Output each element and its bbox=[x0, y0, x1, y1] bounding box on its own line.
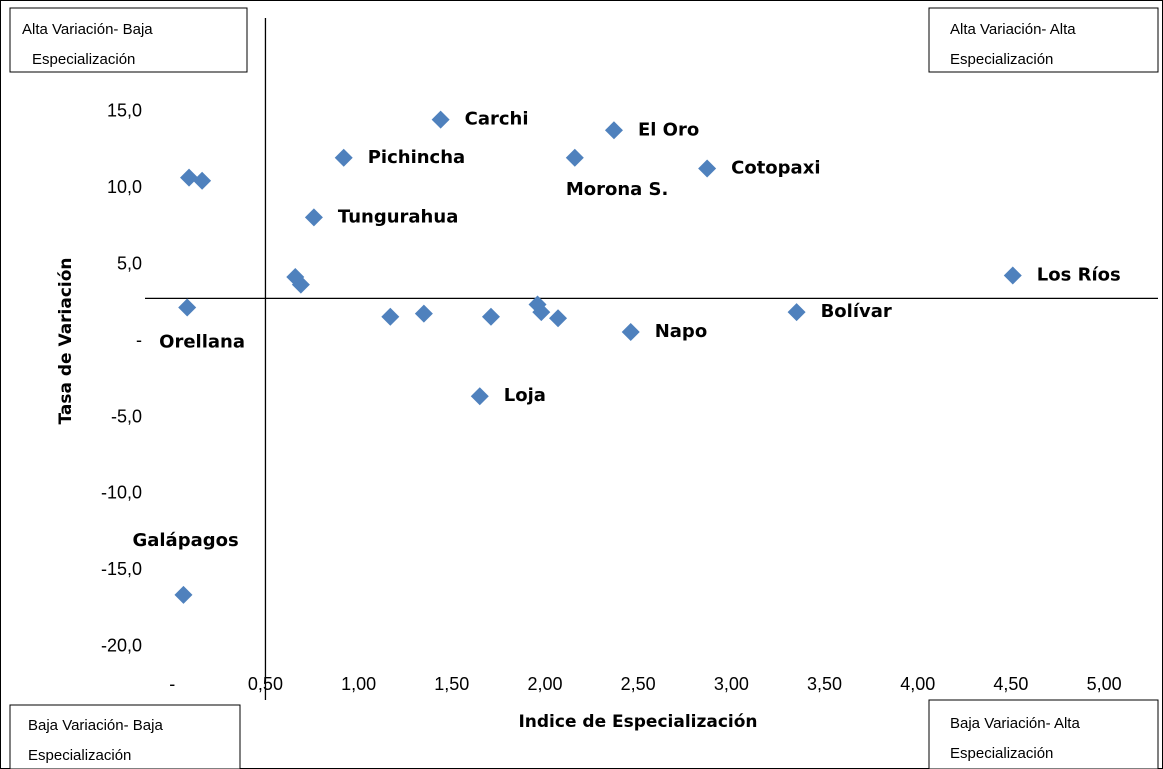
point-label: Carchi bbox=[465, 109, 529, 130]
quadrant-frame bbox=[9, 704, 241, 769]
quadrant-box: Alta Variación- Baja Especialización Alt… bbox=[9, 7, 1159, 769]
point bbox=[178, 298, 197, 317]
point-label: Cotopaxi bbox=[731, 158, 820, 179]
point bbox=[604, 121, 623, 140]
point bbox=[549, 309, 568, 328]
point bbox=[431, 110, 450, 129]
point bbox=[304, 208, 323, 227]
point-label: Napo bbox=[655, 321, 707, 342]
point bbox=[787, 303, 806, 322]
quadrant-label: Especialización bbox=[28, 747, 131, 764]
x-tick-label: 4,50 bbox=[993, 674, 1028, 694]
point-label: Los Ríos bbox=[1037, 264, 1121, 285]
point bbox=[180, 168, 199, 187]
x-tick-label: 1,50 bbox=[434, 674, 469, 694]
point-label: Loja bbox=[504, 385, 546, 406]
quadrant-frame bbox=[928, 7, 1159, 73]
point bbox=[174, 585, 193, 604]
point bbox=[193, 171, 212, 190]
quadrant-label: Baja Variación- Alta bbox=[950, 715, 1080, 732]
x-axis-title: Indice de Especialización bbox=[518, 712, 757, 732]
point-label: Tungurahua bbox=[338, 206, 458, 227]
quadrant-frame bbox=[928, 699, 1159, 769]
y-tick-label: 10,0 bbox=[107, 177, 142, 197]
x-tick-label: 5,00 bbox=[1087, 674, 1122, 694]
x-tick-label: 2,00 bbox=[527, 674, 562, 694]
point bbox=[698, 159, 717, 178]
y-tick-label: 15,0 bbox=[107, 101, 142, 121]
x-tick-label: 4,00 bbox=[900, 674, 935, 694]
x-tick-label: 2,50 bbox=[621, 674, 656, 694]
point bbox=[532, 303, 551, 322]
point bbox=[481, 307, 500, 326]
point-label: Morona S. bbox=[566, 179, 669, 200]
y-tick-label: -20,0 bbox=[101, 636, 142, 656]
y-tick-label: 5,0 bbox=[117, 254, 142, 274]
quadrant-label: Especialización bbox=[950, 51, 1053, 68]
point-label: Bolívar bbox=[821, 301, 892, 322]
x-tick-label: - bbox=[169, 674, 175, 694]
point-label: El Oro bbox=[638, 119, 699, 140]
quadrant-label: Alta Variación- Alta bbox=[950, 21, 1076, 38]
y-tick-label: -15,0 bbox=[101, 559, 142, 579]
quadrant-label: Especialización bbox=[950, 745, 1053, 762]
y-axis-title: Tasa de Variación bbox=[56, 257, 76, 424]
point bbox=[621, 323, 640, 342]
quadrant-label: Alta Variación- Baja bbox=[22, 21, 153, 38]
x-tick-label: 3,00 bbox=[714, 674, 749, 694]
point-label: Pichincha bbox=[368, 147, 465, 168]
point bbox=[1003, 266, 1022, 285]
point-label: Galápagos bbox=[132, 530, 238, 551]
point bbox=[470, 387, 489, 406]
point bbox=[334, 148, 353, 167]
y-tick-label: -10,0 bbox=[101, 483, 142, 503]
point bbox=[565, 148, 584, 167]
point bbox=[291, 275, 310, 294]
quadrant-frame bbox=[9, 7, 248, 73]
y-tick-label: -5,0 bbox=[111, 406, 142, 426]
point bbox=[381, 307, 400, 326]
quadrant-label: Baja Variación- Baja bbox=[28, 717, 163, 734]
point bbox=[414, 304, 433, 323]
x-tick-label: 1,00 bbox=[341, 674, 376, 694]
x-tick-label: 3,50 bbox=[807, 674, 842, 694]
y-tick-label: - bbox=[136, 330, 142, 350]
quadrant-label: Especialización bbox=[32, 51, 135, 68]
point-label: Orellana bbox=[159, 332, 245, 353]
